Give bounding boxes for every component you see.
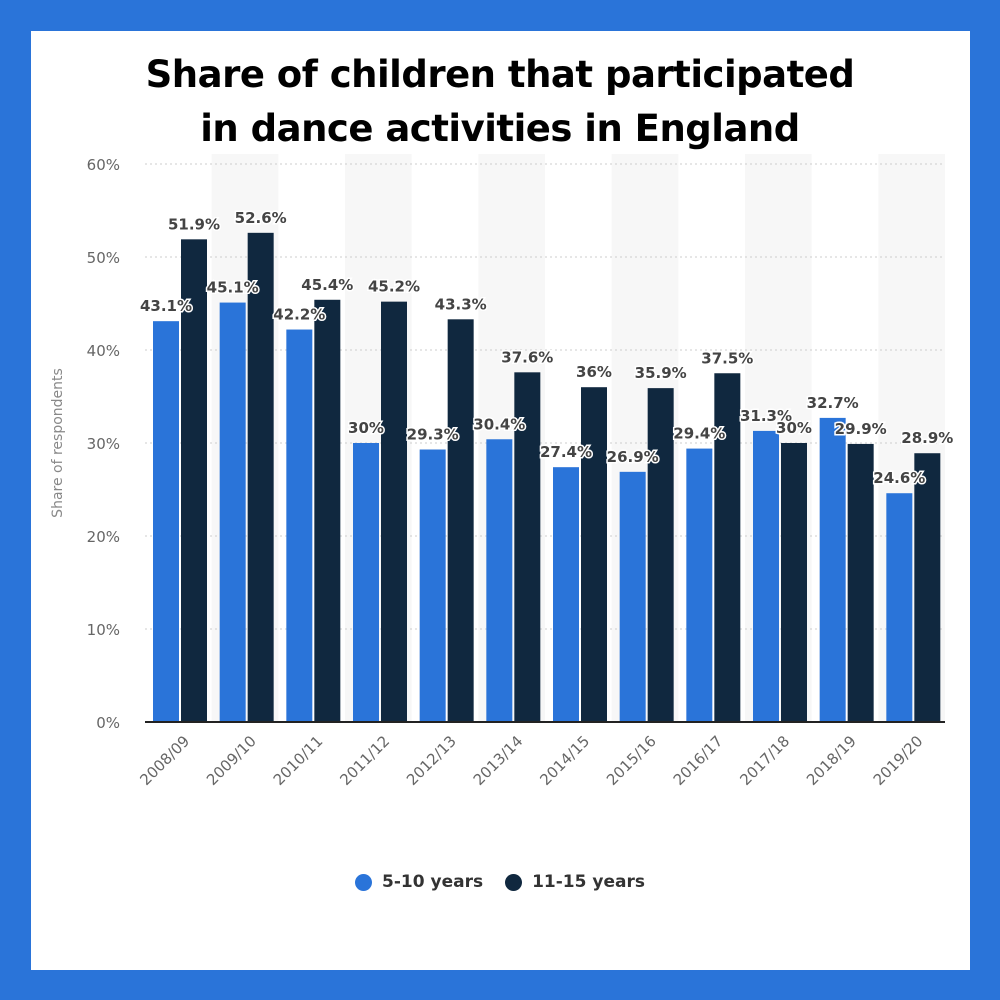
legend: 5-10 years 11-15 years [0, 872, 1000, 892]
legend-label: 11-15 years [532, 872, 645, 892]
data-label: 52.6% [235, 209, 287, 227]
x-tick-label: 2017/18 [736, 732, 793, 789]
data-label: 37.5% [701, 349, 753, 367]
y-tick-label: 40% [87, 342, 120, 360]
legend-item-11-15[interactable]: 11-15 years [505, 872, 645, 892]
data-label: 30% [348, 419, 384, 437]
x-tick-label: 2016/17 [670, 732, 727, 789]
title-line-2: in dance activities in England [200, 107, 800, 150]
x-tick-label: 2018/19 [803, 732, 860, 789]
data-label: 35.9% [635, 364, 687, 382]
x-tick-label: 2019/20 [870, 732, 927, 789]
bar-5-10 [286, 329, 313, 722]
x-tick-label: 2015/16 [603, 732, 660, 789]
y-tick-label: 0% [96, 714, 120, 732]
bar-5-10 [419, 449, 446, 722]
data-label: 32.7% [807, 394, 859, 412]
bar-11-15 [847, 443, 874, 722]
x-tick-label: 2012/13 [403, 732, 460, 789]
data-label: 37.6% [501, 348, 553, 366]
y-tick-label: 20% [87, 528, 120, 546]
bar-5-10 [153, 321, 179, 722]
chart-title: Share of children that participated in d… [0, 48, 1000, 156]
bar-11-15 [714, 373, 741, 722]
bar-11-15 [381, 301, 407, 722]
x-tick-label: 2013/14 [470, 732, 527, 789]
title-line-1: Share of children that participated [145, 53, 855, 96]
data-label: 45.4% [301, 276, 353, 294]
data-label: 27.4% [540, 443, 592, 461]
y-tick-label: 30% [87, 435, 120, 453]
data-label: 29.4% [673, 425, 725, 443]
x-tick-label: 2009/10 [203, 732, 260, 789]
bar-11-15 [447, 319, 474, 722]
y-axis-label: Share of respondents [50, 368, 66, 518]
data-label: 29.3% [407, 426, 459, 444]
bar-11-15 [514, 372, 541, 722]
bar-5-10 [686, 448, 713, 722]
data-label: 28.9% [901, 429, 953, 447]
bar-11-15 [914, 453, 941, 722]
data-label: 45.1% [207, 279, 259, 297]
bar-5-10 [886, 493, 913, 722]
legend-dot-icon [355, 873, 373, 891]
bar-11-15 [781, 443, 807, 722]
bar-5-10 [619, 471, 646, 722]
legend-item-5-10[interactable]: 5-10 years [355, 872, 483, 892]
y-tick-label: 10% [87, 621, 120, 639]
data-label: 26.9% [607, 448, 659, 466]
x-tick-label: 2010/11 [270, 732, 327, 789]
bar-11-15 [181, 239, 207, 722]
x-tick-label: 2011/12 [336, 732, 393, 789]
bar-11-15 [581, 387, 607, 722]
y-tick-label: 60% [87, 156, 120, 174]
bar-5-10 [486, 439, 513, 722]
data-label: 24.6% [873, 469, 925, 487]
data-label: 29.9% [835, 420, 887, 438]
data-label: 30% [776, 419, 812, 437]
bar-11-15 [647, 388, 674, 722]
bar-11-15 [247, 232, 274, 722]
data-label: 45.2% [368, 278, 420, 296]
data-label: 42.2% [273, 306, 325, 324]
data-label: 36% [576, 363, 612, 381]
data-label: 43.3% [435, 295, 487, 313]
bar-5-10 [353, 443, 379, 722]
legend-label: 5-10 years [382, 872, 484, 892]
bar-5-10 [553, 467, 579, 722]
bar-5-10 [219, 302, 246, 722]
bar-11-15 [314, 299, 341, 722]
y-tick-label: 50% [87, 249, 120, 267]
data-label: 30.4% [473, 415, 525, 433]
legend-dot-icon [505, 873, 523, 891]
x-tick-label: 2014/15 [536, 732, 593, 789]
bar-5-10 [819, 417, 846, 722]
data-label: 51.9% [168, 215, 220, 233]
data-label: 43.1% [140, 297, 192, 315]
data-label: 31.3% [740, 407, 792, 425]
x-tick-label: 2008/09 [136, 732, 193, 789]
bar-5-10 [753, 430, 779, 722]
